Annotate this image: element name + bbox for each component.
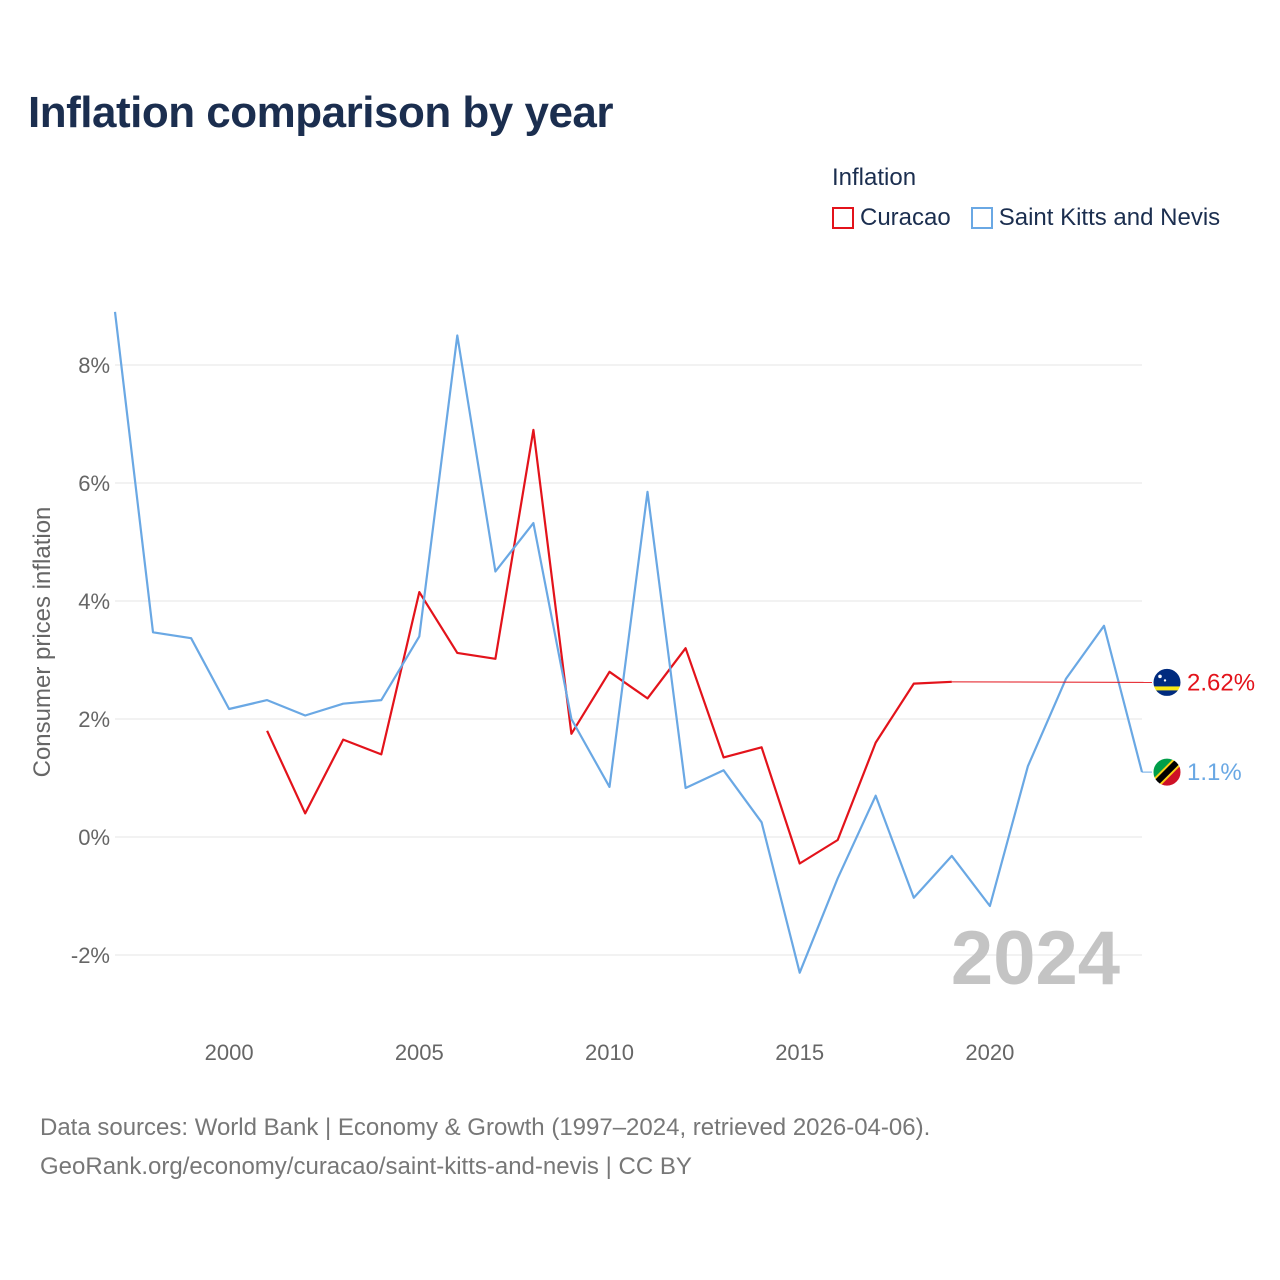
x-tick-label: 2000	[205, 1040, 254, 1065]
data-point-saint-kitts-and-nevis[interactable]	[721, 768, 726, 773]
data-point-curacao[interactable]	[797, 861, 802, 866]
data-point-saint-kitts-and-nevis[interactable]	[113, 309, 118, 314]
data-point-curacao[interactable]	[341, 737, 346, 742]
data-point-saint-kitts-and-nevis[interactable]	[683, 786, 688, 791]
legend-item-saint-kitts-and-nevis[interactable]: Saint Kitts and Nevis	[970, 204, 1221, 232]
y-tick-label: 4%	[78, 589, 110, 614]
data-point-curacao[interactable]	[265, 728, 270, 733]
data-point-saint-kitts-and-nevis[interactable]	[835, 876, 840, 881]
data-point-curacao[interactable]	[379, 752, 384, 757]
y-tick-label: 8%	[78, 353, 110, 378]
data-point-saint-kitts-and-nevis[interactable]	[265, 698, 270, 703]
x-tick-label: 2010	[585, 1040, 634, 1065]
series-lines	[113, 309, 1144, 975]
year-watermark: 2024	[951, 916, 1120, 1001]
data-point-saint-kitts-and-nevis[interactable]	[379, 698, 384, 703]
data-point-curacao[interactable]	[569, 731, 574, 736]
data-point-curacao[interactable]	[873, 740, 878, 745]
data-point-saint-kitts-and-nevis[interactable]	[949, 853, 954, 858]
data-point-curacao[interactable]	[531, 427, 536, 432]
data-point-saint-kitts-and-nevis[interactable]	[1025, 764, 1030, 769]
data-point-saint-kitts-and-nevis[interactable]	[189, 636, 194, 641]
chart-title: Inflation comparison by year	[28, 88, 614, 137]
y-tick-label: 2%	[78, 707, 110, 732]
data-point-curacao[interactable]	[455, 650, 460, 655]
y-tick-label: 0%	[78, 825, 110, 850]
legend-label-curacao: Curacao	[860, 204, 951, 231]
gridlines	[115, 364, 1142, 956]
data-point-saint-kitts-and-nevis[interactable]	[455, 333, 460, 338]
y-axis-ticks: -2% 0% 2% 4% 6% 8%	[71, 353, 110, 968]
data-point-curacao[interactable]	[683, 646, 688, 651]
y-tick-label: -2%	[71, 943, 110, 968]
x-tick-label: 2015	[775, 1040, 824, 1065]
data-point-curacao[interactable]	[759, 745, 764, 750]
data-point-curacao[interactable]	[493, 656, 498, 661]
series-line-curacao[interactable]	[266, 428, 952, 865]
x-tick-label: 2005	[395, 1040, 444, 1065]
data-point-saint-kitts-and-nevis[interactable]	[797, 970, 802, 975]
data-point-saint-kitts-and-nevis[interactable]	[911, 895, 916, 900]
legend-swatch-saint-kitts-and-nevis	[970, 207, 993, 229]
data-point-saint-kitts-and-nevis[interactable]	[341, 701, 346, 706]
legend-item-curacao[interactable]: Curacao	[832, 204, 951, 232]
flag-icon-saint-kitts-and-nevis	[1152, 757, 1182, 787]
data-point-curacao[interactable]	[607, 669, 612, 674]
end-markers: 2.62% 1.1%	[951, 667, 1255, 787]
legend: Curacao Saint Kitts and Nevis	[832, 204, 1220, 232]
legend-label-saint-kitts-and-nevis: Saint Kitts and Nevis	[998, 204, 1221, 231]
data-point-saint-kitts-and-nevis[interactable]	[759, 820, 764, 825]
end-value-label-saint-kitts-and-nevis: 1.1%	[1187, 759, 1242, 786]
data-point-curacao[interactable]	[721, 755, 726, 760]
data-point-saint-kitts-and-nevis[interactable]	[569, 717, 574, 722]
data-point-saint-kitts-and-nevis[interactable]	[1101, 623, 1106, 628]
data-point-saint-kitts-and-nevis[interactable]	[607, 784, 612, 789]
series-line-saint-kitts-and-nevis[interactable]	[113, 311, 1144, 974]
data-point-saint-kitts-and-nevis[interactable]	[493, 569, 498, 574]
y-tick-label: 6%	[78, 471, 110, 496]
flag-icon-curacao	[1152, 667, 1182, 697]
data-point-saint-kitts-and-nevis[interactable]	[417, 634, 422, 639]
data-point-saint-kitts-and-nevis[interactable]	[873, 793, 878, 798]
data-point-curacao[interactable]	[645, 696, 650, 701]
data-point-saint-kitts-and-nevis[interactable]	[1063, 676, 1068, 681]
legend-swatch-curacao	[832, 207, 854, 229]
data-point-saint-kitts-and-nevis[interactable]	[151, 630, 156, 635]
x-tick-label: 2020	[965, 1040, 1014, 1065]
data-point-saint-kitts-and-nevis[interactable]	[303, 713, 308, 718]
data-point-curacao[interactable]	[303, 811, 308, 816]
y-axis-label: Consumer prices inflation	[29, 507, 56, 778]
data-point-saint-kitts-and-nevis[interactable]	[987, 904, 992, 909]
data-point-saint-kitts-and-nevis[interactable]	[531, 521, 536, 526]
footer-link[interactable]: GeoRank.org/economy/curacao/saint-kitts-…	[40, 1153, 692, 1180]
legend-title: Inflation	[832, 164, 917, 191]
data-point-saint-kitts-and-nevis[interactable]	[645, 489, 650, 494]
data-point-curacao[interactable]	[417, 590, 422, 595]
footer: Data sources: World Bank | Economy & Gro…	[40, 1108, 930, 1186]
footer-sources: Data sources: World Bank | Economy & Gro…	[40, 1114, 931, 1141]
x-axis-ticks: 2000 2005 2010 2015 2020	[205, 1040, 1015, 1065]
data-point-curacao[interactable]	[911, 681, 916, 686]
data-point-curacao[interactable]	[835, 837, 840, 842]
connector-curacao	[951, 681, 1153, 683]
end-value-label-curacao: 2.62%	[1187, 669, 1255, 696]
data-point-saint-kitts-and-nevis[interactable]	[227, 706, 232, 711]
